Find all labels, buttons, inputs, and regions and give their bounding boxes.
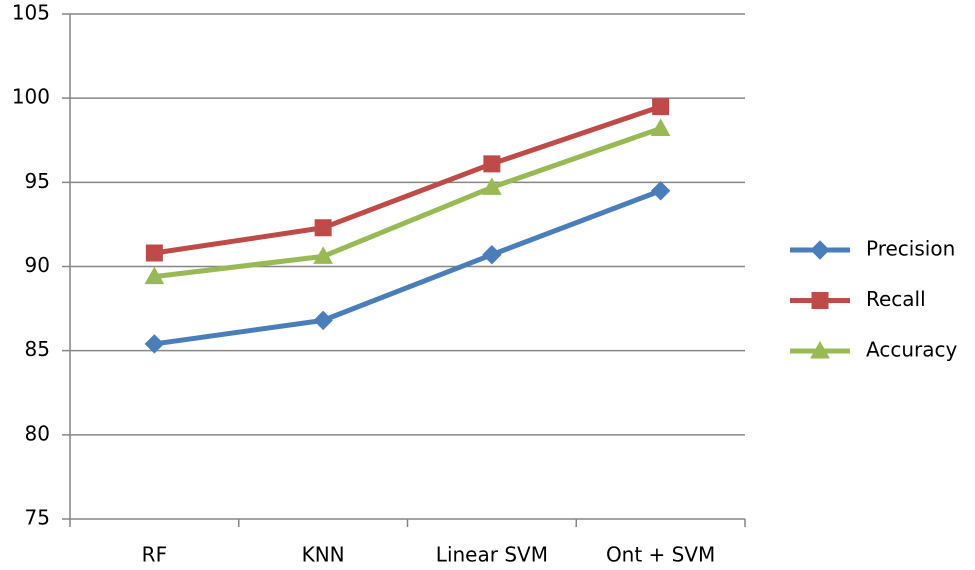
x-tick-label: Linear SVM	[436, 543, 548, 567]
x-tick-label: RF	[142, 543, 167, 567]
y-tick-label: 95	[25, 169, 50, 193]
data-point	[145, 244, 163, 262]
data-point	[482, 177, 502, 195]
legend-label: Recall	[866, 287, 926, 311]
series-line	[154, 126, 662, 280]
y-tick-label: 105	[12, 1, 50, 25]
data-point	[483, 155, 501, 173]
y-tick-label: 90	[25, 253, 50, 277]
data-point	[652, 98, 670, 116]
data-point	[313, 310, 333, 331]
x-tick-label: Ont + SVM	[606, 543, 715, 567]
legend-marker	[810, 340, 830, 359]
legend-marker	[811, 292, 829, 309]
data-point	[482, 245, 502, 265]
y-tick-label: 85	[25, 337, 50, 361]
legend-marker	[810, 240, 830, 260]
y-tick-label: 100	[12, 85, 50, 109]
data-point	[314, 219, 332, 237]
data-point	[650, 118, 671, 136]
y-tick-label: 75	[25, 506, 50, 530]
data-point	[144, 266, 165, 285]
y-tick-label: 80	[25, 421, 50, 445]
data-point	[650, 181, 671, 201]
data-point	[313, 246, 333, 264]
legend-label: Accuracy	[866, 338, 957, 362]
legend-label: Precision	[866, 237, 955, 261]
data-point	[144, 334, 165, 354]
x-tick-label: KNN	[302, 543, 345, 567]
series-line	[154, 104, 662, 256]
series-line	[154, 188, 662, 347]
